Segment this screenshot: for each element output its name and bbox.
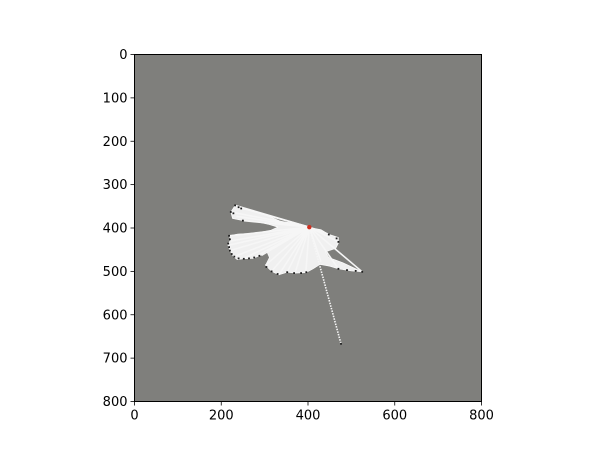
obstacle-point bbox=[232, 212, 235, 215]
obstacle-point bbox=[270, 270, 273, 273]
obstacle-point bbox=[230, 253, 233, 255]
y-tick-label: 300 bbox=[103, 178, 128, 193]
x-tick-label: 200 bbox=[209, 409, 234, 424]
obstacle-point bbox=[240, 207, 243, 210]
obstacle-point bbox=[354, 270, 357, 272]
obstacle-point bbox=[237, 206, 240, 209]
occupancy-map-layer bbox=[227, 204, 364, 345]
x-tick-label: 800 bbox=[469, 409, 494, 424]
x-axis: 0 200 400 600 800 bbox=[130, 401, 494, 424]
obstacle-point bbox=[229, 211, 232, 213]
robot-marker bbox=[307, 224, 312, 230]
obstacle-point bbox=[300, 272, 302, 274]
obstacle-point bbox=[293, 272, 295, 274]
y-tick-label: 600 bbox=[103, 308, 128, 323]
laser-ray bbox=[242, 219, 310, 228]
obstacle-point bbox=[258, 254, 261, 257]
y-tick-label: 800 bbox=[103, 395, 128, 410]
laser-ray bbox=[234, 226, 310, 258]
y-tick-label: 700 bbox=[103, 352, 128, 367]
obstacle-point bbox=[276, 273, 279, 275]
obstacle-point bbox=[253, 256, 256, 259]
laser-ray bbox=[294, 226, 311, 274]
obstacle-point bbox=[286, 271, 289, 274]
laser-ray bbox=[229, 226, 310, 252]
laser-ray bbox=[309, 226, 329, 235]
y-tick-label: 500 bbox=[103, 265, 128, 280]
obstacle-point bbox=[234, 204, 236, 207]
laser-ray bbox=[286, 226, 311, 273]
laser-ray bbox=[229, 226, 310, 237]
laser-ray bbox=[264, 226, 310, 266]
y-tick-label: 400 bbox=[103, 222, 128, 237]
obstacle-point bbox=[327, 233, 330, 236]
obstacle-point bbox=[229, 249, 231, 252]
obstacle-point bbox=[233, 255, 236, 258]
x-tick-label: 0 bbox=[130, 409, 138, 424]
obstacle-point bbox=[337, 267, 340, 270]
obstacle-point bbox=[335, 237, 338, 240]
obstacle-point bbox=[337, 241, 340, 243]
laser-ray bbox=[227, 226, 310, 247]
plot-area bbox=[134, 54, 482, 402]
obstacle-point bbox=[229, 238, 231, 241]
obstacle-point bbox=[242, 219, 244, 222]
y-tick-label: 0 bbox=[119, 48, 127, 63]
laser-ray bbox=[308, 226, 340, 270]
y-tick-label: 200 bbox=[103, 135, 128, 150]
obstacle-point bbox=[228, 234, 230, 237]
obstacle-point bbox=[346, 269, 348, 271]
laser-ray bbox=[270, 226, 310, 272]
y-tick-label: 100 bbox=[103, 91, 128, 106]
x-tick-label: 400 bbox=[296, 409, 321, 424]
obstacle-point bbox=[265, 266, 268, 268]
laser-ray bbox=[278, 226, 310, 276]
laser-ray bbox=[261, 226, 310, 256]
obstacle-point bbox=[237, 257, 240, 260]
laser-ray bbox=[308, 226, 363, 273]
laser-ray bbox=[305, 227, 311, 273]
obstacle-point bbox=[340, 342, 342, 345]
obstacle-point bbox=[228, 246, 230, 248]
obstacle-point bbox=[248, 257, 250, 260]
x-tick-label: 600 bbox=[382, 409, 407, 424]
obstacle-point bbox=[305, 271, 308, 274]
obstacle-point bbox=[242, 257, 245, 260]
obstacle-point bbox=[227, 242, 230, 245]
laser-ray bbox=[308, 226, 342, 345]
y-axis: 0 100 200 300 400 500 600 700 800 bbox=[103, 48, 135, 410]
laser-ray bbox=[238, 206, 310, 228]
obstacle-point bbox=[361, 270, 364, 273]
